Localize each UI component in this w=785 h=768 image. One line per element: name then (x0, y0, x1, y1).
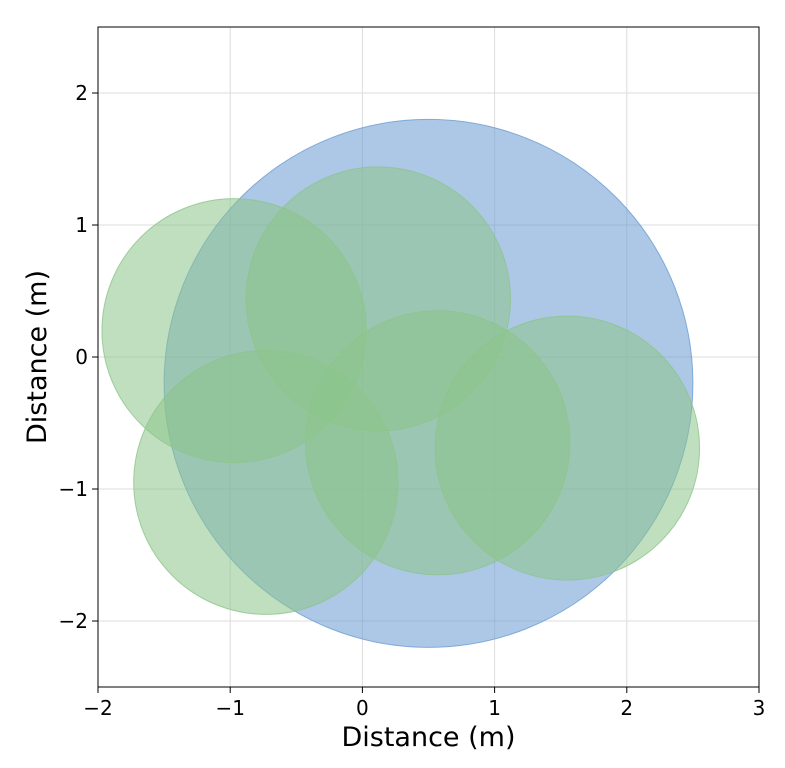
x-axis-title: Distance (m) (341, 722, 515, 753)
x-tick-label: −1 (215, 696, 244, 720)
y-tick-label: −2 (59, 609, 88, 633)
small-circle-5 (434, 315, 701, 581)
y-tick-label: 2 (75, 81, 88, 105)
y-tick-label: 0 (75, 345, 88, 369)
x-tick-label: 3 (753, 696, 766, 720)
y-tick-label: −1 (59, 477, 88, 501)
x-tick-label: 1 (488, 696, 501, 720)
x-tick-label: −2 (83, 696, 112, 720)
ticks: −2 −1 0 1 2 3 −2 −1 0 1 2 (59, 81, 766, 720)
y-tick-label: 1 (75, 213, 88, 237)
y-axis-title: Distance (m) (22, 270, 53, 444)
circle-layer (101, 118, 701, 648)
x-tick-label: 0 (356, 696, 369, 720)
x-tick-label: 2 (620, 696, 633, 720)
